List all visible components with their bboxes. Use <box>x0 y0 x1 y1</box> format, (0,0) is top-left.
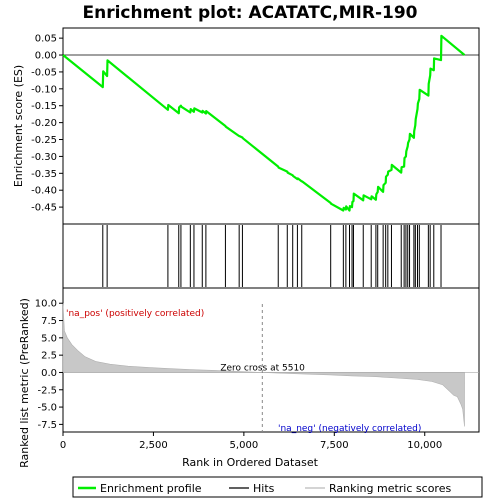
legend: Enrichment profile Hits Ranking metric sco… <box>78 482 451 495</box>
pos-label: 'na_pos' (positively correlated) <box>66 309 204 319</box>
metric-tick-label: 10.0 <box>35 299 57 310</box>
metric-tick-label: 7.5 <box>41 316 57 327</box>
metric-tick-label: -2.5 <box>37 385 57 396</box>
es-tick-label: -0.40 <box>31 186 57 197</box>
x-tick-label: 2,500 <box>139 440 168 451</box>
es-tick-label: -0.45 <box>31 203 57 214</box>
x-tick-label: 10,000 <box>407 440 442 451</box>
metric-tick-label: -5.0 <box>37 403 57 414</box>
x-tick-label: 5,000 <box>230 440 259 451</box>
metric-axis-ticks: 10.0 7.5 5.0 2.5 0.0 -2.5 -5.0 -7.5 <box>35 299 63 431</box>
metric-axis-label: Ranked list metric (PreRanked) <box>18 298 31 468</box>
es-panel <box>63 28 479 224</box>
chart-title: Enrichment plot: ACATATC,MIR-190 <box>82 3 417 23</box>
es-tick-label: 0.05 <box>35 34 57 45</box>
zero-cross-label: Zero cross at 5510 <box>220 363 305 373</box>
metric-tick-label: 0.0 <box>41 368 57 379</box>
neg-label: 'na_neg' (negatively correlated) <box>278 424 421 434</box>
es-axis-label: Enrichment score (ES) <box>12 65 25 187</box>
x-axis-ticks: 0 2,500 5,000 7,500 10,000 <box>60 432 442 451</box>
metric-tick-label: -7.5 <box>37 420 57 431</box>
legend-label: Hits <box>253 482 275 495</box>
es-tick-label: -0.05 <box>31 67 57 78</box>
es-tick-label: 0.00 <box>35 51 57 62</box>
es-tick-label: -0.35 <box>31 169 57 180</box>
legend-label: Ranking metric scores <box>329 482 451 495</box>
metric-tick-label: 2.5 <box>41 351 57 362</box>
legend-label: Enrichment profile <box>100 482 202 495</box>
es-tick-label: -0.15 <box>31 101 57 112</box>
x-tick-label: 7,500 <box>320 440 349 451</box>
es-tick-label: -0.25 <box>31 135 57 146</box>
metric-tick-label: 5.0 <box>41 333 57 344</box>
es-tick-label: -0.10 <box>31 84 57 95</box>
es-tick-label: -0.30 <box>31 152 57 163</box>
x-tick-label: 0 <box>60 440 66 451</box>
x-axis-label: Rank in Ordered Dataset <box>182 456 319 469</box>
hits-panel <box>63 224 479 288</box>
es-tick-label: -0.20 <box>31 118 57 129</box>
